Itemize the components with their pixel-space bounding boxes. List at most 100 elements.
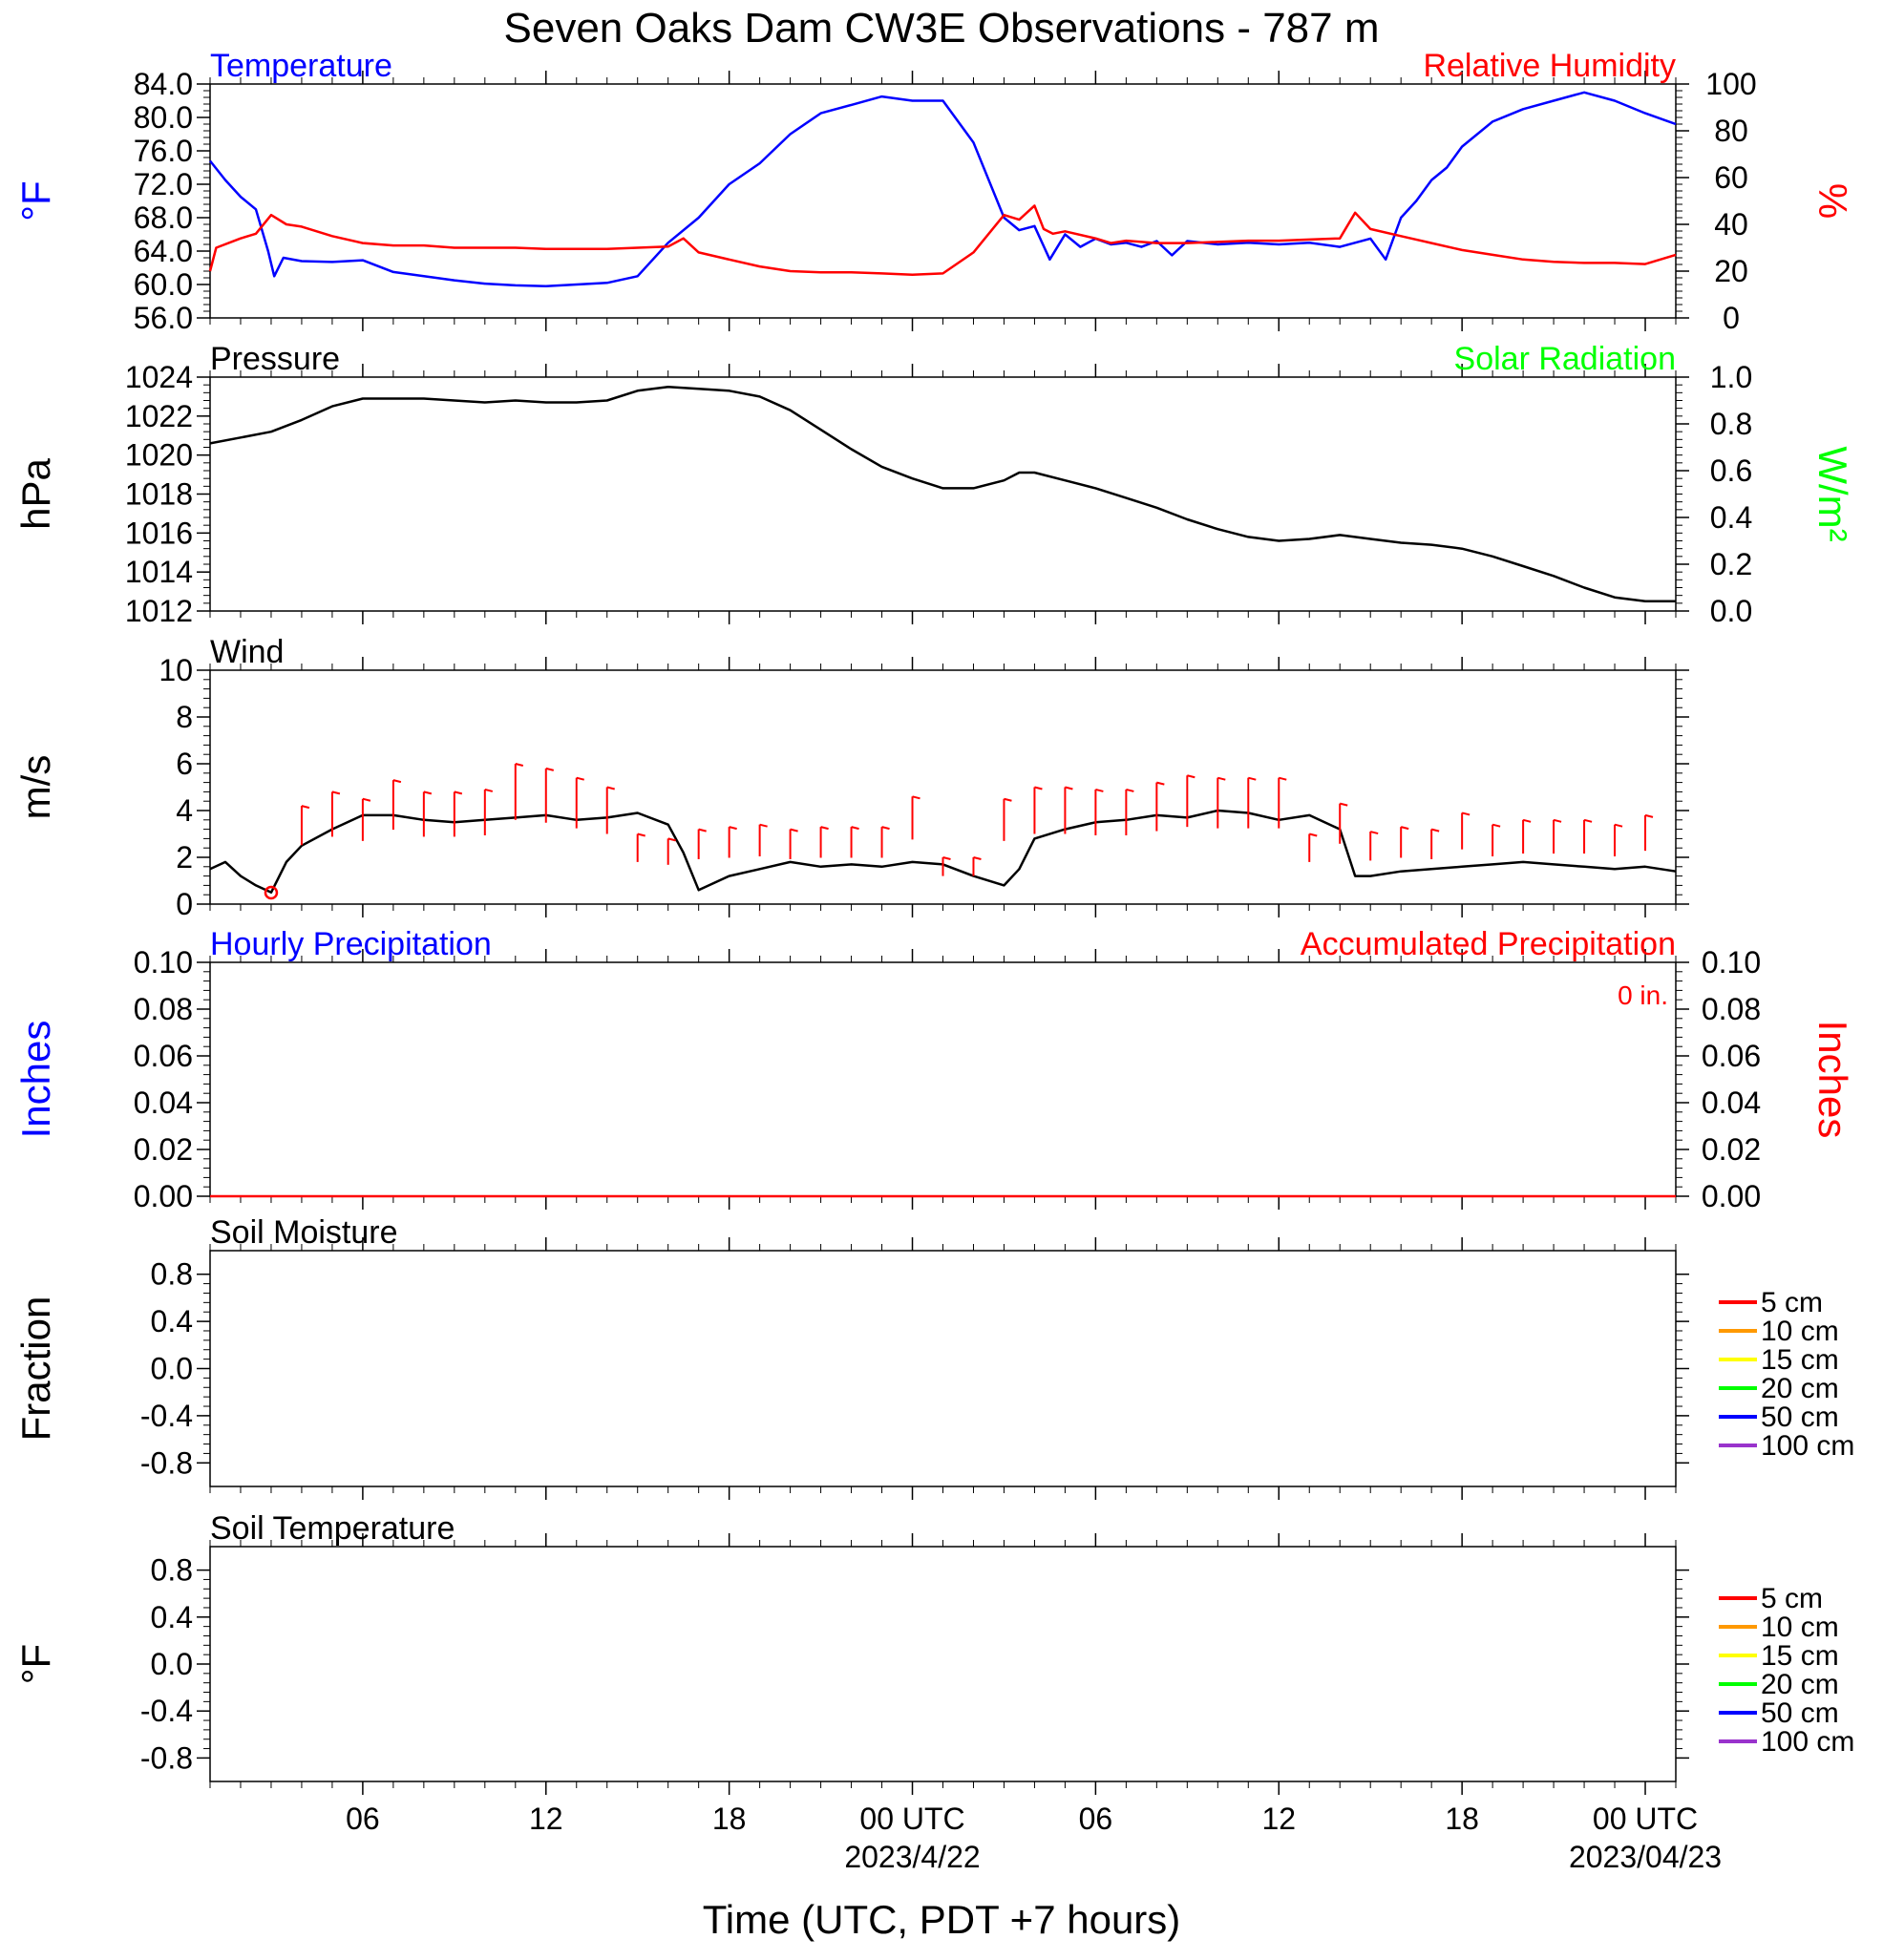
- x-date-label: 2023/4/22: [844, 1840, 980, 1874]
- wind-barb-flag: [1065, 786, 1073, 790]
- wind-barb-flag: [576, 776, 584, 781]
- y-axis-label-left: °F: [13, 1644, 58, 1684]
- legend-label: 15 cm: [1761, 1344, 1839, 1376]
- x-tick-label: 12: [529, 1802, 563, 1836]
- wind-barb-flag: [1279, 776, 1287, 781]
- y-tick-label-right: 1.0: [1710, 360, 1752, 394]
- panel-soil_temp: 0.8 0.4 0.0 -0.4 -0.8 Soil Temperature °F: [13, 1510, 1689, 1795]
- y-tick-label-left: -0.8: [140, 1740, 193, 1775]
- panel-title-left: Temperature: [210, 48, 392, 84]
- wind-barb-flag: [912, 795, 920, 800]
- series-line-temperature: [209, 91, 1677, 288]
- y-tick-label-left: 80.0: [134, 100, 193, 135]
- y-tick-label-left: 0.00: [134, 1179, 193, 1213]
- y-tick-label-left: 1022: [125, 399, 193, 433]
- y-tick-label-left: -0.4: [140, 1399, 193, 1433]
- y-tick-label-left: 84.0: [134, 67, 193, 101]
- wind-barb-flag: [515, 763, 524, 767]
- wind-barb-flag: [301, 805, 310, 810]
- wind-barb-flag: [1309, 832, 1318, 837]
- wind-barb-flag: [1461, 811, 1470, 816]
- wind-barb-flag: [1522, 818, 1532, 823]
- y-tick-label-left: 1012: [125, 594, 193, 628]
- y-axis-label-left: hPa: [13, 457, 58, 529]
- y-tick-label-right: 0.0: [1710, 594, 1752, 628]
- y-tick-label-left: 4: [176, 793, 193, 828]
- wind-barb-flag: [1644, 813, 1654, 818]
- panel-title-left: Wind: [210, 634, 284, 670]
- wind-barb-flag: [1430, 828, 1440, 832]
- wind-barb-flag: [729, 826, 737, 831]
- wind-barb-flag: [1492, 823, 1501, 828]
- wind-barb-flag: [973, 856, 982, 860]
- wind-barb-flag: [1400, 826, 1409, 831]
- wind-barb-flag: [698, 828, 707, 832]
- panel-title-left: Hourly Precipitation: [210, 926, 492, 962]
- legend-label: 50 cm: [1761, 1402, 1839, 1433]
- wind-barb-flag: [851, 826, 859, 831]
- wind-barb-flag: [1339, 802, 1348, 807]
- series-line-wind: [209, 809, 1677, 895]
- y-tick-label-left: 2: [176, 840, 193, 875]
- legend-label: 10 cm: [1761, 1612, 1839, 1643]
- y-tick-label-left: 1014: [125, 555, 193, 589]
- y-tick-label-left: 0.0: [151, 1647, 193, 1681]
- wind-barb-flag: [637, 832, 645, 837]
- y-tick-label-left: 0.0: [151, 1352, 193, 1386]
- y-tick-label-left: 10: [159, 653, 193, 687]
- panel-title-right: Solar Radiation: [1454, 341, 1676, 377]
- plot-frame: [209, 1250, 1677, 1487]
- legend-label: 5 cm: [1761, 1583, 1823, 1614]
- y-axis-label-right: Inches: [1810, 1021, 1855, 1139]
- y-tick-label-right: 0: [1723, 301, 1740, 335]
- y-tick-label-right: 0.00: [1702, 1179, 1761, 1213]
- y-tick-label-right: 0.08: [1702, 992, 1761, 1026]
- panel-title-right: Relative Humidity: [1423, 48, 1676, 84]
- wind-barb-flag: [881, 826, 890, 831]
- y-tick-label-right: 0.4: [1710, 500, 1752, 535]
- wind-barb-flag: [1034, 786, 1043, 790]
- calm-wind-marker: [264, 885, 279, 900]
- y-tick-label-left: 0.10: [134, 945, 193, 980]
- y-axis-label-left: °F: [13, 180, 58, 221]
- x-tick-label: 12: [1261, 1802, 1296, 1836]
- legend-label: 5 cm: [1761, 1287, 1823, 1318]
- legend-label: 20 cm: [1761, 1669, 1839, 1700]
- legend-label: 50 cm: [1761, 1697, 1839, 1729]
- x-tick-label: 06: [1079, 1802, 1113, 1836]
- x-tick-label: 06: [346, 1802, 380, 1836]
- plot-frame: [209, 1546, 1677, 1782]
- y-tick-label-right: 0.6: [1710, 453, 1752, 488]
- wind-barb-flag: [759, 823, 768, 828]
- wind-barb-flag: [1004, 797, 1012, 802]
- wind-barbs: [264, 763, 1654, 900]
- wind-barb-flag: [606, 786, 615, 790]
- wind-barb-flag: [820, 826, 829, 831]
- x-axis-title: Time (UTC, PDT +7 hours): [703, 1897, 1181, 1942]
- y-axis-label-left: m/s: [13, 755, 58, 820]
- x-tick-label: 00 UTC: [859, 1802, 964, 1836]
- x-tick-label: 00 UTC: [1593, 1802, 1698, 1836]
- wind-barb-flag: [667, 837, 676, 842]
- y-tick-label-right: 20: [1714, 254, 1748, 288]
- y-tick-label-left: 0: [176, 887, 193, 921]
- wind-barb-flag: [423, 790, 433, 795]
- wind-barb-flag: [1614, 823, 1623, 828]
- wind-barb-flag: [484, 788, 494, 792]
- y-tick-label-left: 8: [176, 700, 193, 734]
- y-tick-label-left: 1018: [125, 477, 193, 512]
- x-tick-label: 18: [712, 1802, 747, 1836]
- x-tick-label: 18: [1445, 1802, 1479, 1836]
- y-tick-label-right: 0.04: [1702, 1085, 1761, 1120]
- y-tick-label-right: 0.10: [1702, 945, 1761, 980]
- y-tick-label-left: 0.4: [151, 1600, 193, 1634]
- y-tick-label-left: -0.4: [140, 1694, 193, 1728]
- x-date-label: 2023/04/23: [1569, 1840, 1722, 1874]
- y-tick-label-left: 6: [176, 747, 193, 781]
- y-tick-label-right: 0.02: [1702, 1132, 1761, 1167]
- y-tick-label-left: 0.04: [134, 1085, 193, 1120]
- wind-barb-flag: [1553, 818, 1562, 823]
- y-tick-label-left: 0.8: [151, 1257, 193, 1292]
- legend-label: 20 cm: [1761, 1373, 1839, 1404]
- panel-title-right: Accumulated Precipitation: [1301, 926, 1676, 962]
